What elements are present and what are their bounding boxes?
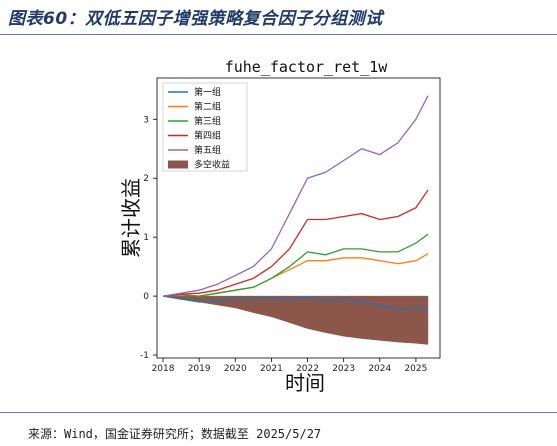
x-tick-label-2022: 2022 [296,364,319,374]
source-note: 来源：Wind，国金证券研究所；数据截至 2025/5/27 [28,427,322,441]
y-tick-label-0: 0 [143,292,149,302]
x-axis-label: 时间 [285,371,325,395]
y-tick-label-2: 2 [143,174,149,184]
legend-swatch-6 [168,160,188,169]
series-line-1 [162,295,429,310]
plot-frame [156,77,441,359]
x-tick-label-2024: 2024 [368,364,391,374]
x-tick-label-2025: 2025 [404,364,427,374]
area-layer [162,295,429,345]
y-axis-label: 累计收益 [119,178,143,258]
series-line-5 [162,95,429,297]
series-line-3 [162,233,429,297]
x-tick-label-2023: 2023 [332,364,355,374]
legend-label-2: 第二组 [194,101,221,113]
y-tick-label-1: 1 [143,233,149,243]
legend-box [162,82,248,172]
bottom-divider [0,412,557,413]
legend-label-5: 第五组 [194,144,221,156]
x-tick-label-2019: 2019 [188,364,211,374]
series-line-4 [162,189,429,297]
legend-label-4: 第四组 [194,130,221,142]
figure-title: 图表60：双低五因子增强策略复合因子分组测试 [8,9,383,29]
y-tick-label-3: 3 [143,115,149,125]
legend-label-6: 多空收益 [194,159,230,171]
x-tick-label-2020: 2020 [224,364,247,374]
legend-label-1: 第一组 [194,86,221,98]
chart-title: fuhe_factor_ret_1w [225,58,389,76]
legend-label-3: 第三组 [194,115,221,127]
y-tick-label--1: -1 [140,351,149,361]
y-axis-ticks: -1 0 1 2 3 [140,115,157,361]
x-tick-label-2021: 2021 [260,364,283,374]
x-axis-ticks: 2018 2019 2020 2021 2022 2023 2024 2025 [152,358,427,374]
series-line-2 [162,253,429,297]
top-divider [0,34,557,35]
line-layer [162,95,429,310]
area-long-short [162,295,429,345]
x-tick-label-2018: 2018 [152,364,175,374]
